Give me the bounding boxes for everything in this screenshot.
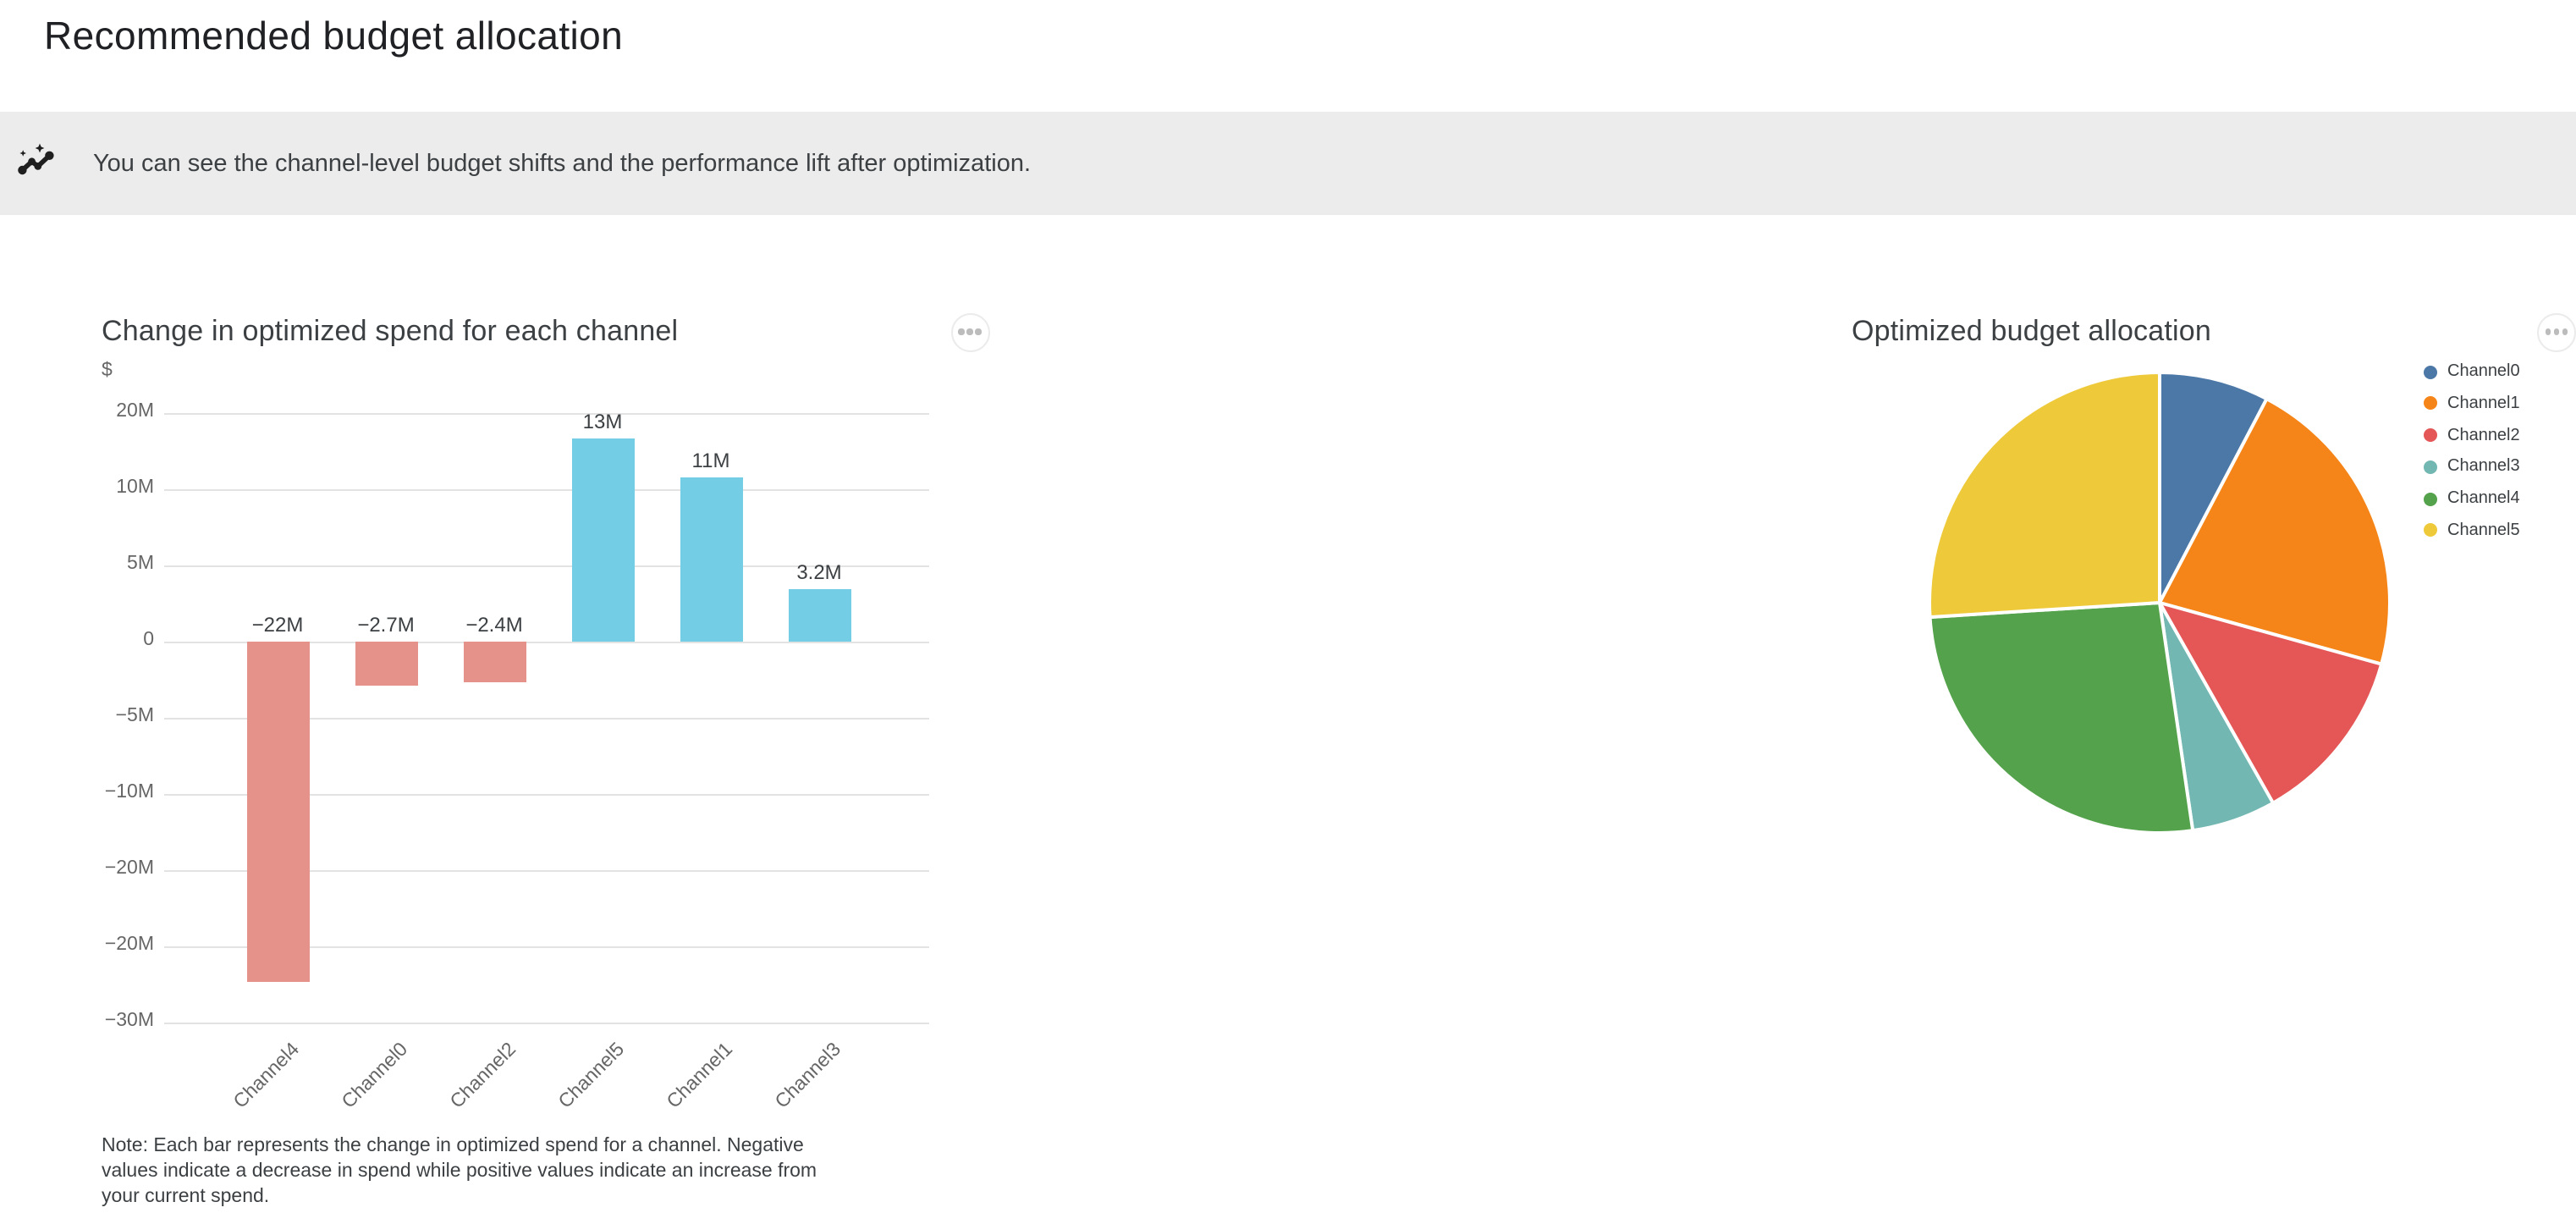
legend-label-Channel3: Channel3	[2447, 457, 2520, 477]
x-axis-tick-label: Channel1	[663, 1039, 737, 1112]
bar-value-label: −2.7M	[357, 612, 415, 636]
legend-label-Channel1: Channel1	[2447, 394, 2520, 413]
gridline	[164, 641, 928, 642]
bar-chart-menu-button[interactable]	[950, 312, 989, 351]
x-axis-tick-label: Channel4	[230, 1039, 304, 1112]
legend-label-Channel0: Channel0	[2447, 362, 2520, 382]
bar-value-label: 11M	[691, 448, 730, 471]
dot-icon	[966, 328, 973, 335]
insights-icon	[18, 143, 54, 175]
bar-Channel0[interactable]	[355, 641, 417, 685]
pie-slice-Channel4[interactable]	[1928, 601, 2195, 835]
gridline	[164, 946, 928, 947]
y-axis-tick-label: −20M	[104, 858, 154, 879]
pie-slice-Channel2[interactable]	[2158, 601, 2384, 805]
dot-icon	[2553, 328, 2560, 335]
bar-value-label: −2.4M	[465, 612, 523, 636]
gridline	[164, 1022, 928, 1023]
dot-icon	[2545, 328, 2551, 335]
legend-label-Channel2: Channel2	[2447, 426, 2520, 445]
note-line: values indicate a decrease in spend whil…	[102, 1161, 817, 1182]
x-axis-tick-label: Channel5	[555, 1039, 629, 1112]
legend-swatch-Channel5	[2424, 523, 2437, 538]
info-banner	[0, 112, 2576, 215]
gridline	[164, 565, 928, 566]
bar-chart-note: Note: Each bar represents the change in …	[102, 1134, 817, 1210]
gridline	[164, 717, 928, 719]
dot-icon	[958, 328, 964, 335]
y-axis-tick-label: −5M	[115, 706, 154, 726]
legend-label-Channel5: Channel5	[2447, 521, 2520, 540]
pie-slice-Channel0[interactable]	[2158, 371, 2269, 604]
y-axis-tick-label: 10M	[116, 477, 154, 498]
note-line: your current spend.	[102, 1187, 270, 1207]
bar-chart-title: Change in optimized spend for each chann…	[102, 315, 679, 347]
gridline	[164, 793, 928, 795]
legend-swatch-Channel1	[2424, 396, 2437, 411]
bar-value-label: −22M	[251, 612, 304, 636]
pie-chart-menu-button[interactable]	[2537, 312, 2576, 351]
pie-slice-Channel1[interactable]	[2158, 397, 2392, 666]
note-line: Note: Each bar represents the change in …	[102, 1136, 804, 1156]
legend-swatch-Channel2	[2424, 428, 2437, 443]
pie-chart-title: Optimized budget allocation	[1852, 315, 2211, 347]
page-title: Recommended budget allocation	[44, 14, 624, 58]
pie-chart	[1928, 371, 2392, 835]
banner-message: You can see the channel-level budget shi…	[93, 150, 1032, 177]
pie-slice-Channel5[interactable]	[1928, 371, 2161, 620]
dot-icon	[2562, 328, 2568, 335]
gridline	[164, 412, 928, 414]
x-axis-tick-label: Channel3	[772, 1039, 845, 1112]
bar-Channel2[interactable]	[463, 641, 526, 681]
bar-value-label: 13M	[582, 409, 623, 433]
legend-swatch-Channel4	[2424, 492, 2437, 505]
y-axis-tick-label: 20M	[116, 401, 154, 422]
bar-Channel3[interactable]	[788, 589, 850, 641]
bar-plot-area: 20M 10M 5M 0 −5M −10M −20M −20M −30M −22M Channel4…	[105, 401, 928, 1112]
x-axis-tick-label: Channel2	[447, 1039, 520, 1112]
gridline	[164, 869, 928, 871]
dot-icon	[975, 328, 982, 335]
y-axis-tick-label: 0	[143, 630, 154, 650]
legend-swatch-Channel0	[2424, 365, 2437, 379]
x-axis-tick-label: Channel0	[339, 1039, 412, 1112]
bar-value-label: 3.2M	[796, 560, 842, 584]
bar-Channel1[interactable]	[680, 477, 742, 641]
bar-Channel5[interactable]	[571, 438, 634, 641]
y-axis-tick-label: −30M	[104, 1011, 154, 1031]
legend-label-Channel4: Channel4	[2447, 489, 2520, 508]
bar-chart-y-axis-unit: $	[102, 361, 113, 381]
legend-swatch-Channel3	[2424, 460, 2437, 474]
y-axis-tick-label: −20M	[104, 935, 154, 955]
y-axis-tick-label: −10M	[104, 782, 154, 802]
gridline	[164, 488, 928, 490]
y-axis-tick-label: 5M	[127, 554, 154, 574]
bar-Channel4[interactable]	[246, 641, 309, 981]
